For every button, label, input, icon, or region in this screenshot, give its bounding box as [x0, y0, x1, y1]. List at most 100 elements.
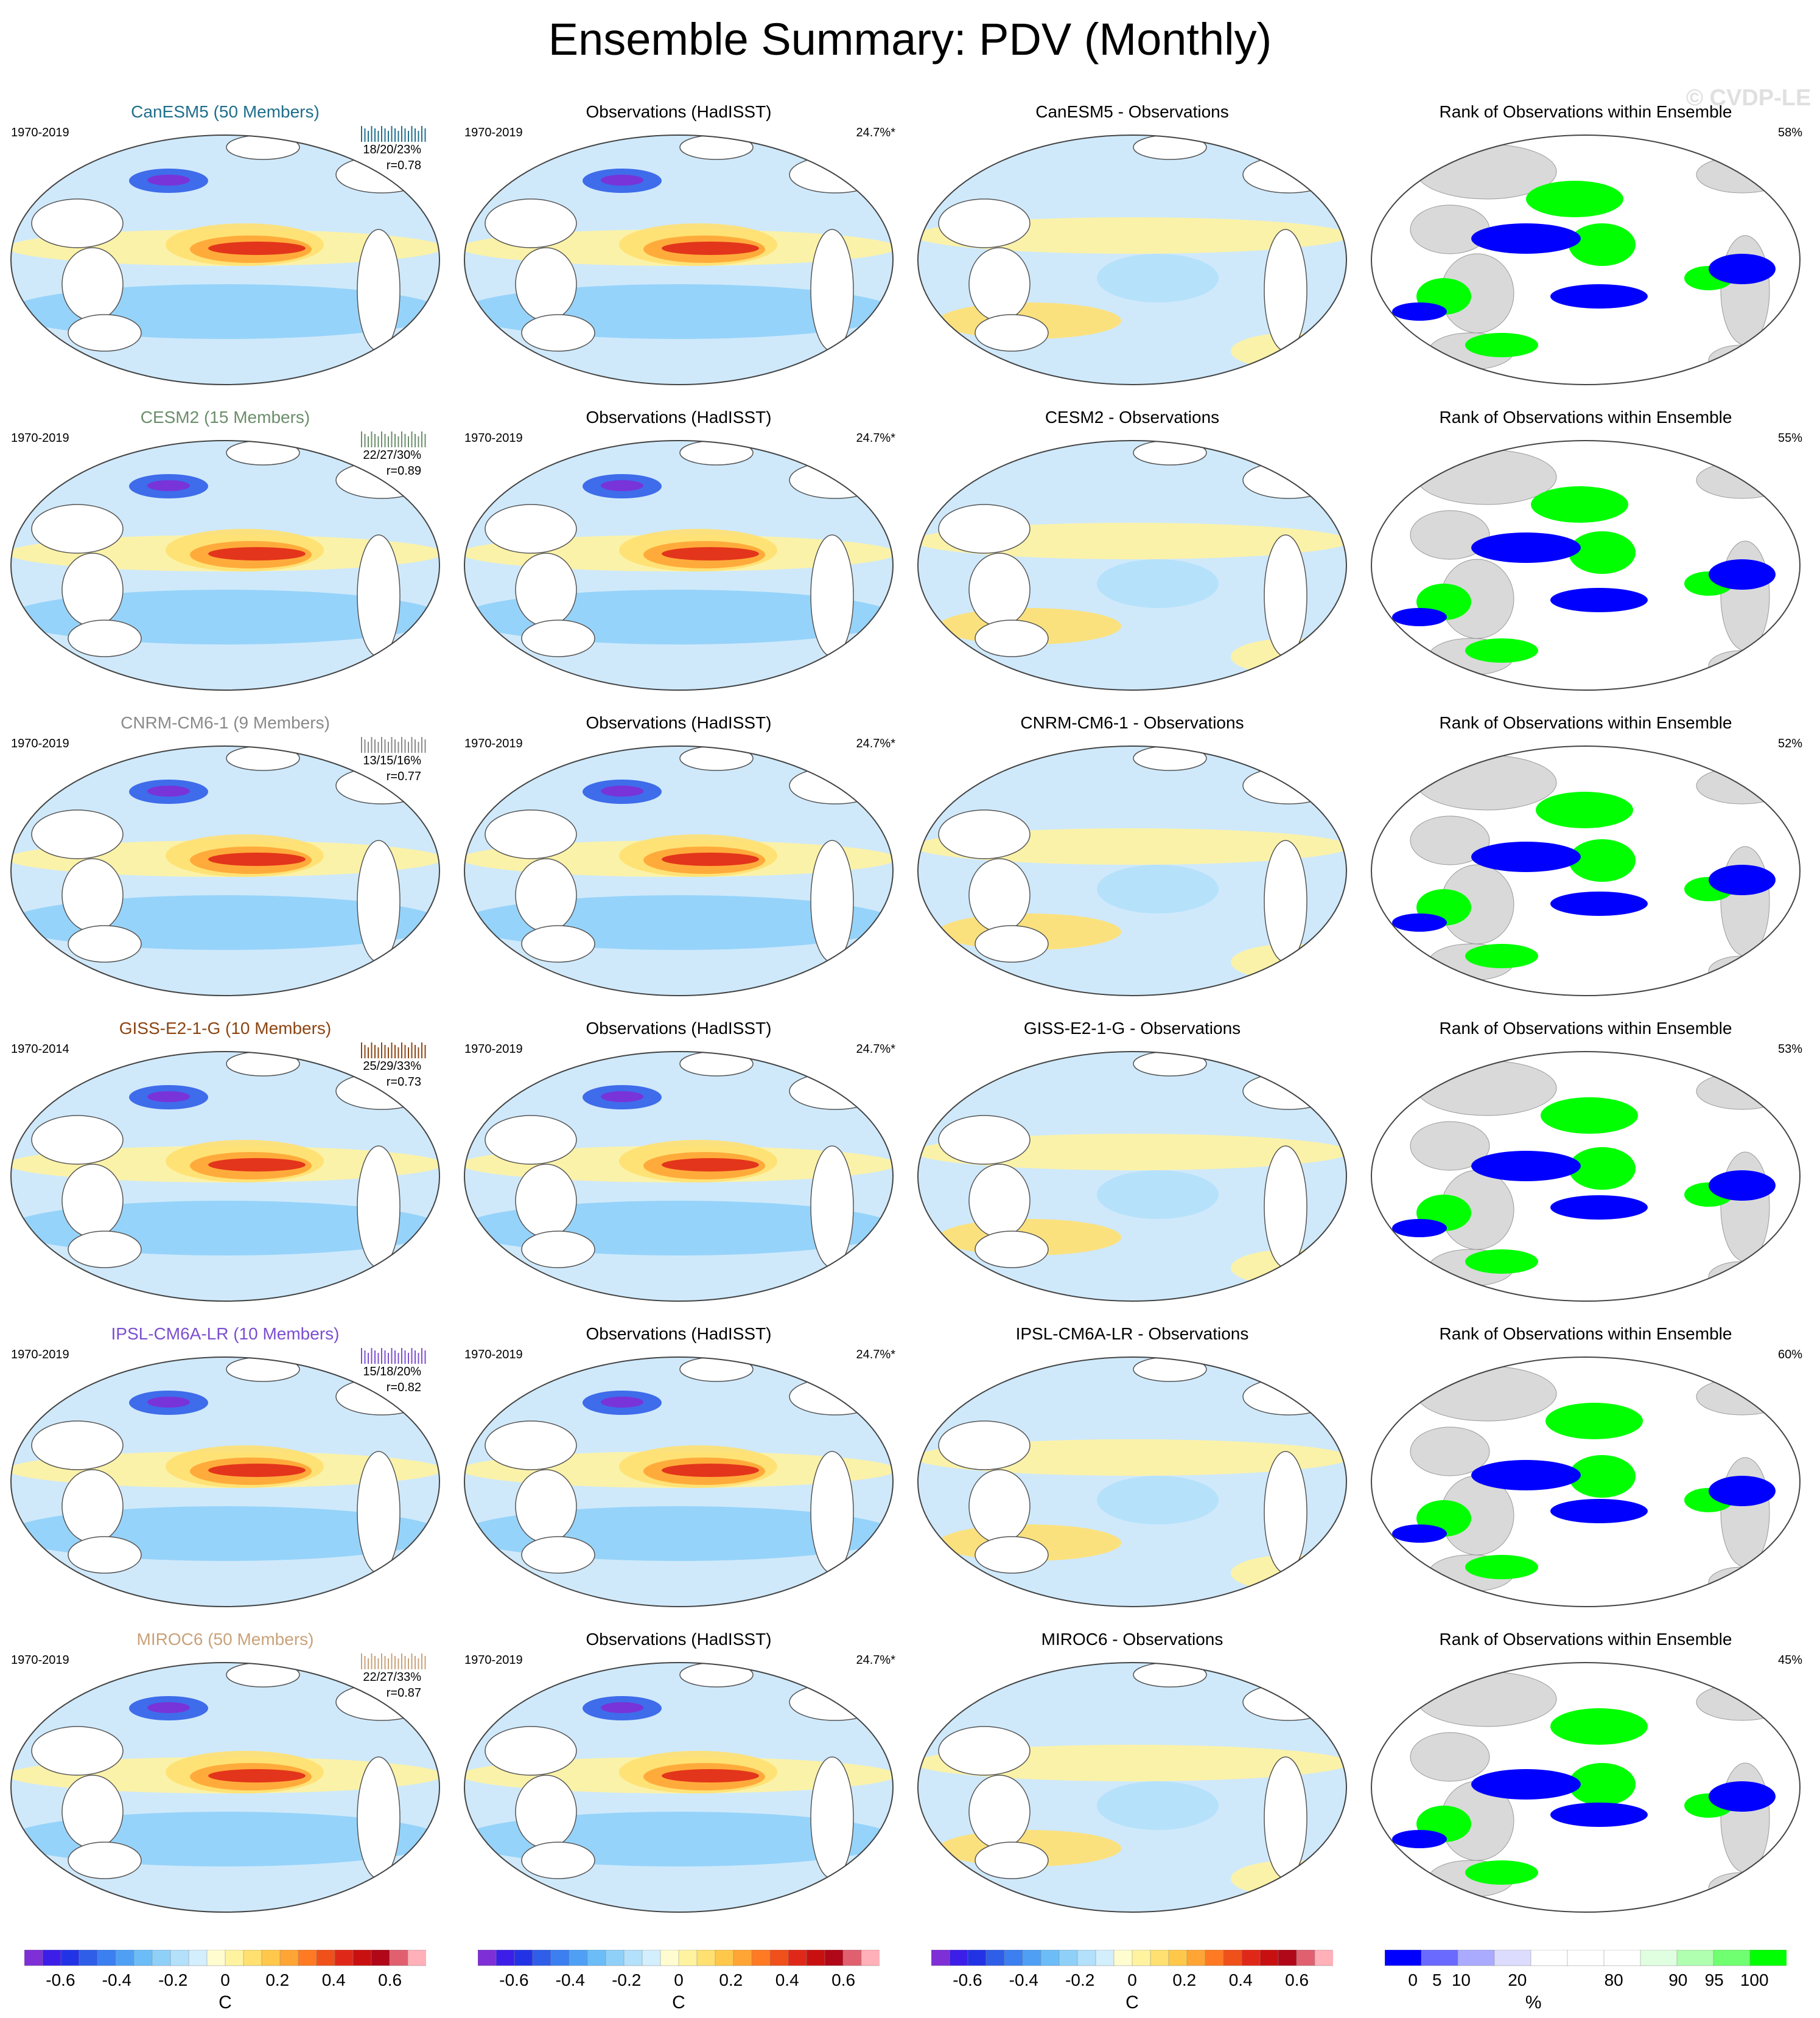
model-map [10, 1356, 440, 1607]
temperature-colorbar: -0.6 -0.4 -0.2 0 0.2 0.4 0.6 C [24, 1949, 427, 2017]
colorbar-swatch [298, 1949, 317, 1966]
colorbar-swatch [733, 1949, 752, 1966]
colorbar-tick-label: -0.6 [46, 1971, 75, 1989]
model-map [10, 745, 440, 996]
colorbar-tick-label: 20 [1508, 1971, 1527, 1989]
colorbar-swatch [477, 1949, 497, 1966]
model-title: CESM2 (15 Members) [140, 408, 310, 427]
colorbar-swatch [587, 1949, 606, 1966]
rank-percent: 53% [1777, 1042, 1802, 1056]
diff-map [917, 134, 1347, 385]
observation-period: 1970-2019 [464, 1042, 523, 1056]
model-title: IPSL-CM6A-LR (10 Members) [111, 1324, 340, 1343]
colorbar-tick-label: -0.4 [1009, 1971, 1038, 1989]
stats-correlation: r=0.77 [386, 770, 421, 783]
colorbar-swatch [715, 1949, 734, 1966]
rank-panel: Rank of Observations within Ensemble 58% [1360, 88, 1811, 394]
model-title: MIROC6 (50 Members) [136, 1630, 314, 1649]
rank-title: Rank of Observations within Ensemble [1439, 1630, 1732, 1649]
colorbar-swatch [1205, 1949, 1224, 1966]
colorbar-swatch [1095, 1949, 1115, 1966]
colorbar-swatch [1168, 1949, 1188, 1966]
colorbar-swatch [133, 1949, 153, 1966]
colorbar-swatch [660, 1949, 679, 1966]
obs-map [464, 134, 894, 385]
rank-panel: Rank of Observations within Ensemble 45% [1360, 1616, 1811, 1921]
colorbar-swatch [1457, 1949, 1495, 1966]
rank-percent: 58% [1777, 126, 1802, 139]
model-map [10, 1662, 440, 1913]
model-panel: CESM2 (15 Members) 1970-2019 22/27/30% r=0.… [0, 394, 450, 699]
stats-percent: 22/27/30% [363, 449, 421, 462]
colorbar-swatch [1640, 1949, 1678, 1966]
diff-map [917, 1051, 1347, 1302]
model-panel: IPSL-CM6A-LR (10 Members) 1970-2019 15/18/… [0, 1310, 450, 1616]
colorbar-swatch [1259, 1949, 1279, 1966]
colorbar-tick-label: -0.4 [555, 1971, 585, 1989]
colorbar-swatch [1241, 1949, 1261, 1966]
ensemble-row: GISS-E2-1-G (10 Members) 1970-2014 25/29/3… [0, 1005, 1820, 1310]
obs-map [464, 440, 894, 691]
colorbar-swatch [769, 1949, 789, 1966]
colorbar-tick-label: 0 [220, 1971, 230, 1989]
observation-percent: 24.7%* [856, 1653, 896, 1667]
member-spread-ticks [361, 1042, 426, 1058]
colorbar-swatch [1421, 1949, 1458, 1966]
colorbar-swatch [188, 1949, 208, 1966]
colorbar-swatch [678, 1949, 698, 1966]
rank-title: Rank of Observations within Ensemble [1439, 713, 1732, 732]
colorbar-swatch [1314, 1949, 1334, 1966]
stats-correlation: r=0.87 [386, 1686, 421, 1700]
colorbar-tick-label: 10 [1451, 1971, 1471, 1989]
difference-title: IPSL-CM6A-LR - Observations [1015, 1324, 1249, 1343]
obs-map [464, 1662, 894, 1913]
colorbar-swatch [550, 1949, 570, 1966]
observation-percent: 24.7%* [856, 737, 896, 750]
observation-percent: 24.7%* [856, 1348, 896, 1361]
colorbar-tick-label: -0.6 [499, 1971, 529, 1989]
colorbar-tick-label: 0.2 [719, 1971, 743, 1989]
colorbar-swatch [1749, 1949, 1787, 1966]
rank-percent: 45% [1777, 1653, 1802, 1667]
model-stats: 22/27/33% r=0.87 [363, 1669, 421, 1701]
stats-correlation: r=0.89 [386, 464, 421, 478]
colorbar-swatch [806, 1949, 825, 1966]
colorbar-swatch [1296, 1949, 1315, 1966]
rank-map [1371, 1356, 1801, 1607]
colorbar-swatch [605, 1949, 625, 1966]
model-map [10, 134, 440, 385]
rank-title: Rank of Observations within Ensemble [1439, 102, 1732, 121]
model-panel: CNRM-CM6-1 (9 Members) 1970-2019 13/15/16%… [0, 699, 450, 1005]
colorbar-tick-label: -0.4 [102, 1971, 131, 1989]
member-spread-ticks [361, 431, 426, 447]
colorbar-tick-label: 90 [1668, 1971, 1688, 1989]
observation-panel: Observations (HadISST) 1970-2019 24.7%* [453, 394, 904, 699]
difference-title: GISS-E2-1-G - Observations [1023, 1019, 1241, 1038]
observation-percent: 24.7%* [856, 1042, 896, 1056]
model-period: 1970-2019 [11, 431, 69, 445]
colorbar-swatch [1223, 1949, 1242, 1966]
observation-panel: Observations (HadISST) 1970-2019 24.7%* [453, 1310, 904, 1616]
colorbar-tick-label: -0.6 [953, 1971, 982, 1989]
member-spread-ticks [361, 1653, 426, 1669]
colorbar-tick-label: 0 [1127, 1971, 1137, 1989]
observation-title: Observations (HadISST) [586, 1630, 772, 1649]
observation-panel: Observations (HadISST) 1970-2019 24.7%* [453, 1616, 904, 1921]
rank-panel: Rank of Observations within Ensemble 52% [1360, 699, 1811, 1005]
stats-correlation: r=0.78 [386, 159, 421, 172]
colorbar-tick-label: 80 [1604, 1971, 1623, 1989]
model-panel: GISS-E2-1-G (10 Members) 1970-2014 25/29/3… [0, 1005, 450, 1310]
colorbar-swatch [824, 1949, 844, 1966]
temperature-colorbar: -0.6 -0.4 -0.2 0 0.2 0.4 0.6 C [477, 1949, 880, 2017]
observation-title: Observations (HadISST) [586, 713, 772, 732]
colorbar-unit: C [672, 1992, 685, 2013]
colorbar-swatch [42, 1949, 61, 1966]
colorbar-swatch [1059, 1949, 1078, 1966]
colorbar-swatch [967, 1949, 987, 1966]
observation-percent: 24.7%* [856, 126, 896, 139]
colorbar-swatch [115, 1949, 135, 1966]
model-period: 1970-2019 [11, 126, 69, 139]
difference-panel: GISS-E2-1-G - Observations [907, 1005, 1357, 1310]
colorbar-tick-label: 5 [1432, 1971, 1442, 1989]
observation-panel: Observations (HadISST) 1970-2019 24.7%* [453, 88, 904, 394]
